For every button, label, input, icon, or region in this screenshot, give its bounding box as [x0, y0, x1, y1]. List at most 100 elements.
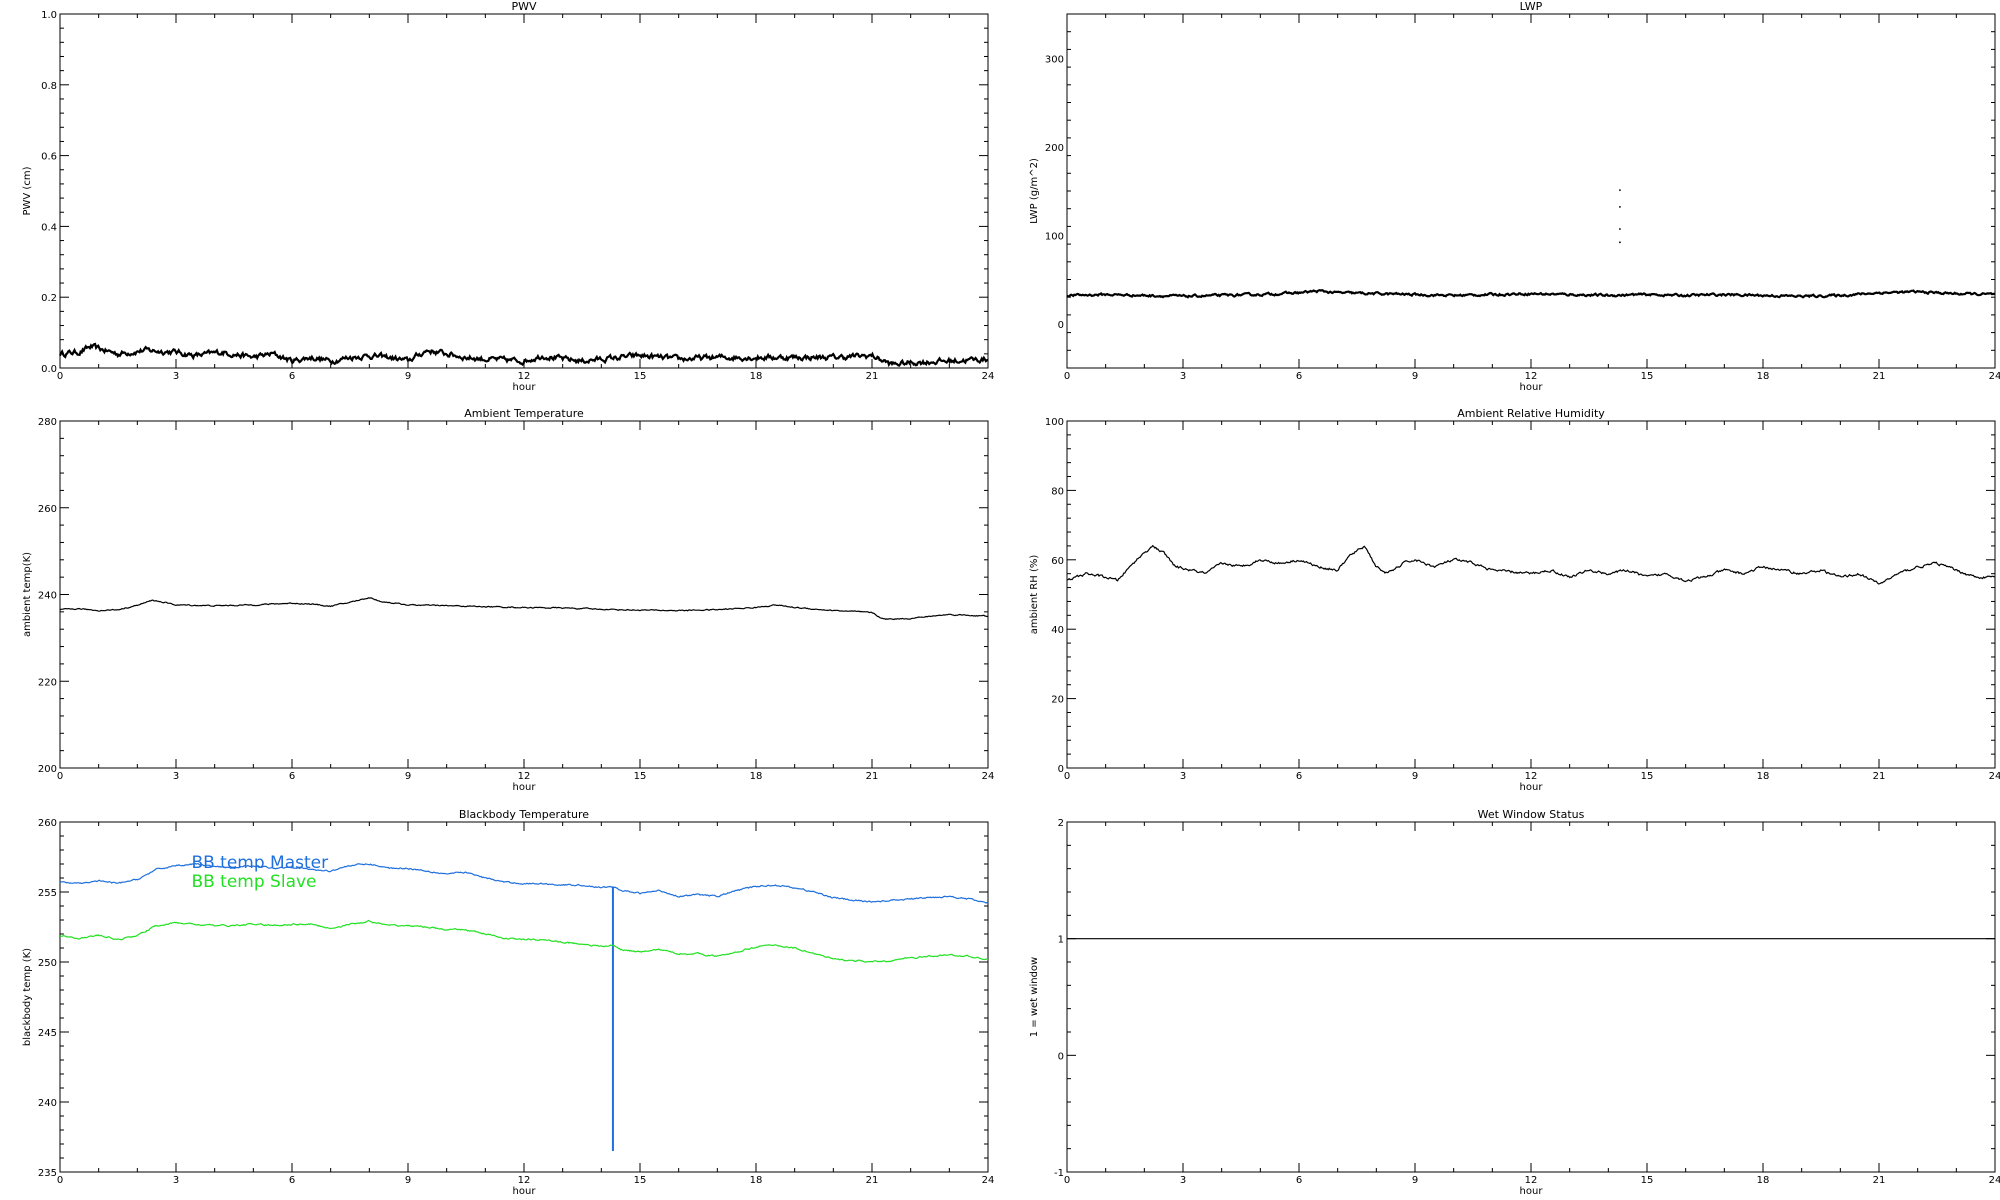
series-line-0 — [58, 342, 989, 368]
x-tick-label: 12 — [518, 1175, 531, 1186]
x-axis-label: hour — [1520, 1186, 1544, 1197]
y-axis-label: PWV (cm) — [22, 166, 33, 215]
x-tick-label: 18 — [750, 771, 763, 782]
x-tick-label: 12 — [518, 371, 531, 382]
x-tick-label: 24 — [982, 371, 995, 382]
chart-pwv: PWV 0 3 6 9 12 15 18 21 24 0.0 0.2 0.4 0.6 0.8 1.0 hour P… — [22, 0, 994, 393]
series-line-1 — [59, 919, 989, 963]
x-tick-label: 3 — [173, 371, 179, 382]
x-axis-label: hour — [513, 382, 537, 393]
x-tick-label: 0 — [1064, 371, 1070, 382]
x-axis-label: hour — [513, 1186, 537, 1197]
plot-frame — [1066, 821, 1996, 1173]
x-tick-label: 12 — [518, 771, 531, 782]
x-tick-label: 24 — [1989, 1175, 2000, 1186]
x-tick-label: 3 — [1180, 1175, 1186, 1186]
x-axis-label: hour — [1520, 782, 1544, 793]
x-tick-label: 12 — [1525, 1175, 1538, 1186]
plot-frame — [1066, 420, 1996, 769]
legend-entry: BB temp Master — [191, 853, 328, 873]
x-tick-label: 18 — [1757, 1175, 1770, 1186]
chart-title: PWV — [511, 0, 537, 13]
x-tick-label: 24 — [1989, 771, 2000, 782]
y-tick-label: 235 — [38, 1168, 57, 1179]
y-tick-label: -1 — [1054, 1168, 1064, 1179]
x-tick-label: 3 — [173, 771, 179, 782]
x-tick-label: 24 — [982, 771, 995, 782]
x-tick-label: 6 — [1296, 771, 1302, 782]
x-tick-label: 15 — [1641, 771, 1654, 782]
y-tick-label: 0 — [1058, 764, 1064, 775]
x-tick-label: 9 — [405, 1175, 411, 1186]
data-point — [1619, 241, 1621, 244]
y-axis-label: 1 = wet window — [1029, 957, 1040, 1037]
x-tick-label: 3 — [1180, 371, 1186, 382]
series-line-0 — [1066, 289, 1996, 299]
x-tick-label: 15 — [634, 1175, 647, 1186]
legend-entry: BB temp Slave — [191, 872, 316, 892]
x-tick-label: 6 — [289, 371, 295, 382]
plot-frame — [59, 420, 989, 769]
y-tick-label: 0.4 — [41, 222, 57, 233]
x-tick-label: 15 — [1641, 1175, 1654, 1186]
chart-title: LWP — [1520, 0, 1543, 13]
x-tick-label: 18 — [750, 371, 763, 382]
chart-title: Wet Window Status — [1478, 808, 1585, 821]
y-tick-label: 200 — [38, 764, 57, 775]
x-tick-label: 9 — [1412, 1175, 1418, 1186]
y-tick-label: 240 — [38, 591, 57, 602]
x-axis-label: hour — [1520, 382, 1544, 393]
x-tick-label: 9 — [405, 771, 411, 782]
y-tick-label: 200 — [1045, 143, 1064, 154]
x-tick-label: 0 — [57, 771, 63, 782]
y-tick-label: 280 — [38, 417, 57, 428]
series-line-0 — [59, 862, 989, 904]
chart-blackbody-temp: Blackbody Temperature 0 3 6 9 12 15 18 21 24 235 24… — [22, 808, 994, 1197]
x-tick-label: 6 — [1296, 371, 1302, 382]
y-tick-label: 240 — [38, 1098, 57, 1109]
chart-ambient-temp: Ambient Temperature 0 3 6 9 12 15 18 21 24 200 220 2… — [22, 407, 994, 793]
x-tick-label: 18 — [750, 1175, 763, 1186]
x-tick-label: 18 — [1757, 371, 1770, 382]
y-tick-label: 220 — [38, 677, 57, 688]
x-tick-label: 15 — [1641, 371, 1654, 382]
x-tick-label: 9 — [405, 371, 411, 382]
plot-frame — [1066, 13, 1996, 369]
x-tick-label: 12 — [1525, 371, 1538, 382]
x-tick-label: 3 — [173, 1175, 179, 1186]
y-tick-label: 260 — [38, 818, 57, 829]
x-tick-label: 0 — [1064, 1175, 1070, 1186]
chart-lwp: LWP 0 3 6 9 12 15 18 21 24 0 100 200 300 hour LWP (g/m^… — [1029, 0, 2000, 393]
chart-title: Ambient Relative Humidity — [1457, 407, 1605, 420]
y-axis-label: ambient temp(K) — [22, 552, 33, 637]
x-tick-label: 0 — [57, 371, 63, 382]
y-tick-label: 0.6 — [41, 152, 57, 163]
x-tick-label: 18 — [1757, 771, 1770, 782]
y-axis-label: ambient RH (%) — [1029, 555, 1040, 635]
x-tick-label: 6 — [289, 1175, 295, 1186]
x-tick-label: 24 — [982, 1175, 995, 1186]
x-tick-label: 12 — [1525, 771, 1538, 782]
x-tick-label: 21 — [1873, 371, 1886, 382]
y-tick-label: 0.2 — [41, 293, 57, 304]
x-tick-label: 9 — [1412, 771, 1418, 782]
data-point — [1619, 206, 1621, 208]
y-tick-label: 255 — [38, 888, 57, 899]
y-tick-label: 40 — [1051, 625, 1064, 636]
data-point — [1619, 189, 1621, 192]
y-axis-label: blackbody temp (K) — [22, 948, 33, 1046]
x-tick-label: 15 — [634, 771, 647, 782]
x-axis-label: hour — [513, 782, 537, 793]
y-tick-label: 260 — [38, 504, 57, 515]
series-line-0 — [1066, 544, 1995, 585]
y-tick-label: 250 — [38, 958, 57, 969]
y-tick-label: 100 — [1045, 231, 1064, 242]
y-tick-label: 2 — [1058, 818, 1064, 829]
x-tick-label: 6 — [289, 771, 295, 782]
x-tick-label: 15 — [634, 371, 647, 382]
chart-title: Blackbody Temperature — [459, 808, 589, 821]
x-tick-label: 3 — [1180, 771, 1186, 782]
y-tick-label: 0 — [1058, 1051, 1064, 1062]
series-line-0 — [59, 597, 989, 621]
